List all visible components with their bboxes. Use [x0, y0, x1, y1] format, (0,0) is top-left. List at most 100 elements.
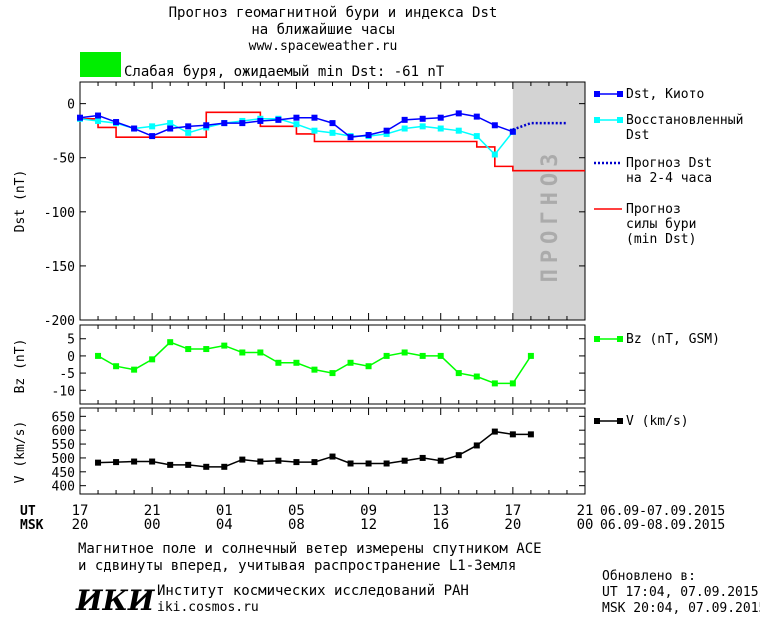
bz-point [203, 346, 210, 353]
v-point [95, 459, 102, 466]
v-point [473, 442, 480, 449]
ut-axis-label: UT [20, 504, 36, 519]
v-point [221, 463, 228, 470]
ut-tick-label: 13 [432, 503, 449, 519]
dst-forecast-legend-text: Прогноз Dst [626, 156, 712, 171]
dst-kyoto-point [257, 117, 264, 124]
site-url[interactable]: www.spaceweather.ru [249, 39, 398, 54]
msk-tick-label: 08 [288, 517, 305, 533]
bz-point [527, 352, 534, 359]
updated-ut: UT 17:04, 07.09.2015 [602, 585, 759, 600]
restored-dst-point [383, 130, 390, 137]
v-point [455, 452, 462, 459]
v-point [383, 460, 390, 467]
ut-tick-label: 17 [72, 503, 89, 519]
forecast-band-label: ПРОГНОЗ [538, 148, 563, 283]
restored-dst-legend-text: Dst [626, 128, 649, 143]
dst-kyoto-point [437, 114, 444, 121]
updated-label: Обновлено в: [602, 569, 696, 584]
storm-status-text: Слабая буря, ожидаемый min Dst: -61 nT [124, 64, 445, 80]
dst-kyoto-point [203, 122, 210, 129]
y-tick-label: -5 [59, 367, 75, 382]
dst-kyoto-point [401, 116, 408, 123]
dst-kyoto-point [275, 116, 282, 123]
v-point [131, 458, 138, 465]
dst-kyoto-point [113, 119, 120, 126]
restored-dst-point [491, 151, 498, 158]
ut-tick-label: 17 [504, 503, 521, 519]
v-panel-frame [79, 407, 586, 495]
y-tick-label: 650 [52, 410, 75, 425]
bz-point [509, 380, 516, 387]
y-tick-label: -50 [52, 152, 75, 167]
bz-point [347, 359, 354, 366]
dst-kyoto-point [293, 114, 300, 121]
dst-kyoto-point [185, 123, 192, 130]
dst-ylabel: Dst (nT) [13, 170, 28, 233]
updated-msk: MSK 20:04, 07.09.2015 [602, 601, 760, 616]
dst-kyoto-point [509, 128, 516, 135]
dst-kyoto-point [221, 120, 228, 127]
msk-tick-label: 20 [72, 517, 89, 533]
bz-point [365, 363, 372, 370]
bz-point [473, 373, 480, 380]
v-point [257, 458, 264, 465]
storm-forecast-legend-text: силы бури [626, 217, 696, 232]
v-point [275, 457, 282, 464]
bz-point [113, 363, 120, 370]
restored-dst-point [167, 120, 174, 127]
msk-tick-label: 00 [577, 517, 594, 533]
data-series [77, 110, 585, 470]
restored-dst-point [437, 125, 444, 132]
restored-dst-point [149, 123, 156, 130]
axis-ticks: 0 -50 -100 -150 -200 5 0 -5 -10 65060055050045040… [44, 82, 586, 495]
bz-point [437, 352, 444, 359]
v-ylabel: V (km/s) [13, 421, 28, 484]
bz-point [131, 366, 138, 373]
y-tick-label: 500 [52, 452, 75, 467]
restored-dst-point [293, 121, 300, 128]
bz-legend-marker [617, 336, 623, 342]
y-tick-label: -10 [52, 384, 75, 399]
y-tick-label: 450 [52, 466, 75, 481]
dst-kyoto-point [491, 122, 498, 129]
v-point [311, 459, 318, 466]
dst-kyoto-point [419, 115, 426, 122]
msk-axis-label: MSK [20, 518, 44, 533]
bz-point [257, 349, 264, 356]
bz-point [401, 349, 408, 356]
v-point [419, 454, 426, 461]
v-legend-marker [617, 418, 623, 424]
bz-point [491, 380, 498, 387]
dst-kyoto-point [77, 114, 83, 121]
dst-kyoto-point [329, 120, 336, 127]
dst-kyoto-point [95, 112, 102, 119]
v-point [185, 461, 192, 468]
dst-kyoto-point [473, 113, 480, 120]
restored-dst-legend-marker [617, 117, 623, 123]
dst-kyoto-point [311, 114, 318, 121]
bz-point [329, 370, 336, 377]
institute-url[interactable]: iki.cosmos.ru [157, 600, 259, 615]
y-tick-label: 400 [52, 480, 75, 495]
storm-forecast-line [80, 111, 585, 172]
bz-point [275, 359, 282, 366]
v-point [437, 457, 444, 464]
v-point [329, 453, 336, 460]
dst-kyoto-point [149, 133, 156, 140]
ut-tick-label: 21 [144, 503, 161, 519]
restored-dst-point [473, 133, 480, 140]
v-point [509, 431, 516, 438]
bz-point [167, 339, 174, 346]
bz-legend-marker [594, 336, 600, 342]
ut-tick-label: 09 [360, 503, 377, 519]
dst-forecast-line [512, 121, 567, 131]
iki-logo[interactable]: ИКИ [75, 584, 156, 617]
bz-point [293, 359, 300, 366]
msk-tick-label: 04 [216, 517, 233, 533]
y-tick-label: -150 [44, 260, 75, 275]
bz-point [419, 352, 426, 359]
bz-point [311, 366, 318, 373]
